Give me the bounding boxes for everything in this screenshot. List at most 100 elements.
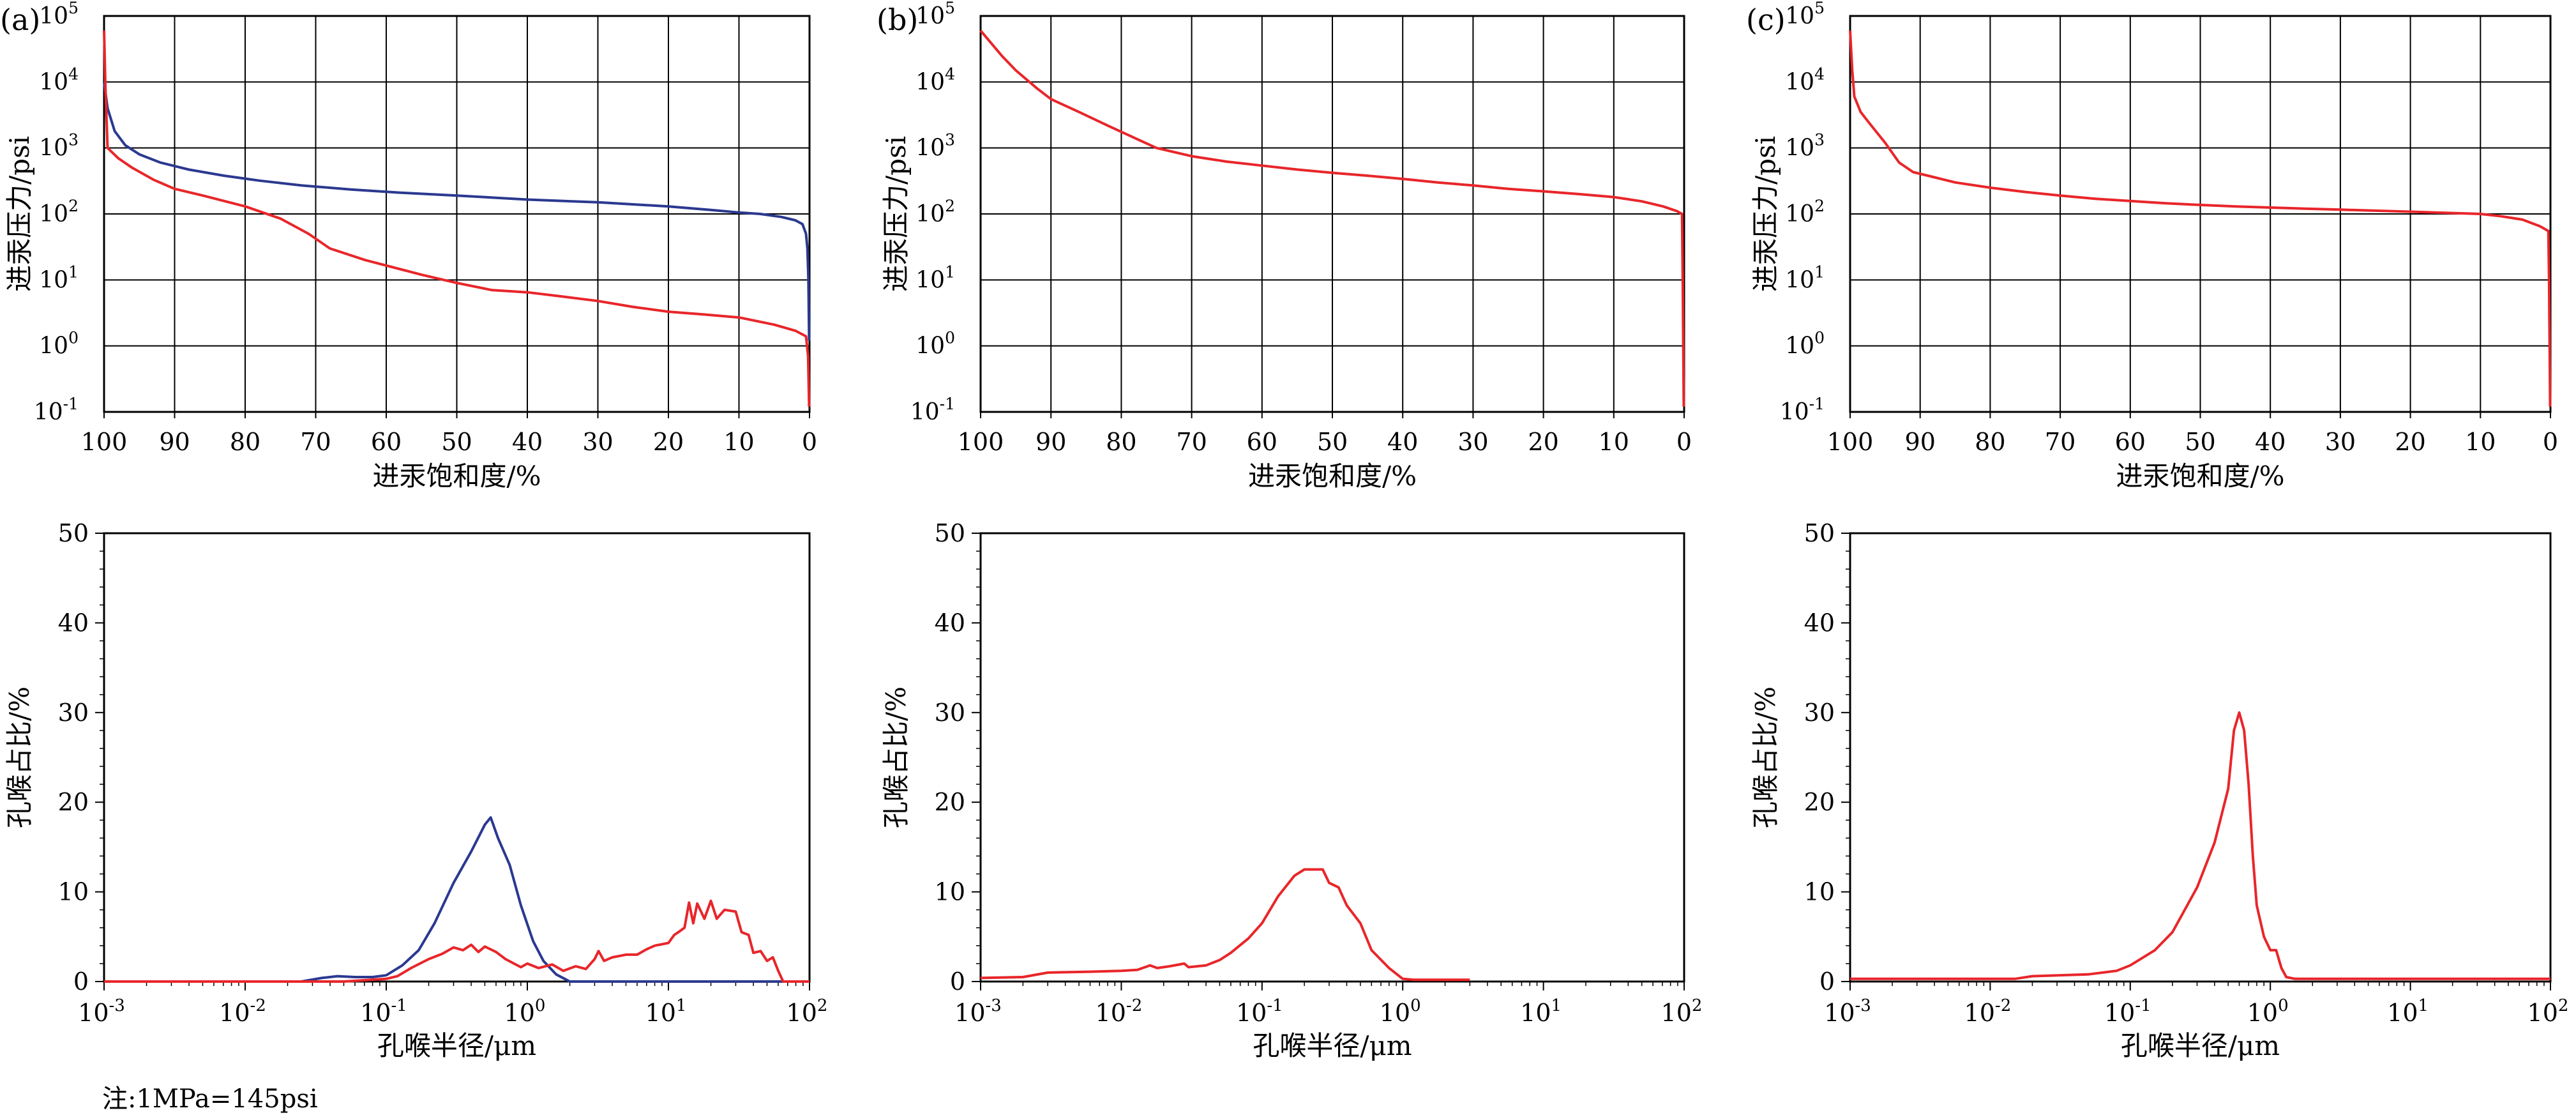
- y-axis-label: 进汞压力/psi: [1750, 136, 1781, 292]
- y-tick-label: 50: [1804, 519, 1835, 547]
- x-axis-label: 孔喉半径/μm: [1253, 1030, 1412, 1061]
- x-tick-label: 100: [504, 996, 546, 1027]
- y-tick-label: 20: [935, 788, 965, 816]
- x-tick-label: 90: [1036, 428, 1066, 456]
- x-tick-label: 0: [802, 428, 817, 456]
- x-tick-label: 0: [2543, 428, 2558, 456]
- x-tick-label: 100: [81, 428, 128, 456]
- x-tick-label: 20: [2395, 428, 2425, 456]
- series-line-0: [1850, 711, 2550, 980]
- y-tick-label: 40: [935, 609, 965, 637]
- chart-panel-0: 100 90 80 70 60 50 40 30 20 10 010-110010110210310…: [0, 0, 817, 492]
- x-tick-label: 40: [2255, 428, 2286, 456]
- chart-panel-2: 100 90 80 70 60 50 40 30 20 10 010-110010110210310…: [1746, 0, 2558, 492]
- x-tick-label: 70: [300, 428, 331, 456]
- series-line-1: [104, 899, 810, 983]
- y-tick-label: 40: [1804, 609, 1835, 637]
- y-tick-label: 102: [1785, 197, 1825, 227]
- y-tick-label: 100: [1785, 329, 1825, 360]
- y-tick-label: 104: [1785, 64, 1825, 95]
- y-tick-label: 20: [1804, 788, 1835, 816]
- x-tick-label: 20: [1528, 428, 1558, 456]
- plot-frame: [103, 532, 811, 983]
- chart-panel-5: 10-3 10-2 10-1 100 101 10201020304050孔喉半径/μm孔…: [1750, 519, 2568, 1061]
- x-tick-label: 40: [512, 428, 543, 456]
- y-tick-label: 10: [935, 878, 965, 906]
- x-tick-label: 60: [2115, 428, 2146, 456]
- x-tick-label: 80: [230, 428, 260, 456]
- x-tick-label: 10: [723, 428, 754, 456]
- y-axis-label: 孔喉占比/%: [4, 686, 35, 828]
- series-line-0: [104, 816, 810, 983]
- x-tick-label: 10-3: [78, 996, 125, 1027]
- y-tick-label: 100: [39, 329, 79, 360]
- x-tick-label: 90: [1905, 428, 1936, 456]
- x-tick-label: 100: [958, 428, 1004, 456]
- x-tick-label: 50: [2185, 428, 2215, 456]
- x-tick-label: 10: [2465, 428, 2496, 456]
- x-tick-label: 100: [1827, 428, 1874, 456]
- x-tick-label: 102: [1661, 996, 1703, 1027]
- y-tick-label: 105: [915, 0, 955, 29]
- x-axis-label: 进汞饱和度/%: [1248, 460, 1417, 492]
- y-tick-label: 40: [58, 609, 89, 637]
- y-axis-label: 进汞压力/psi: [880, 136, 912, 292]
- y-tick-label: 20: [58, 788, 89, 816]
- x-tick-label: 80: [1106, 428, 1136, 456]
- y-tick-label: 103: [39, 131, 79, 162]
- y-tick-label: 30: [58, 699, 89, 727]
- y-axis-label: 孔喉占比/%: [880, 686, 912, 828]
- x-tick-label: 10-2: [219, 996, 266, 1027]
- x-tick-label: 50: [1317, 428, 1348, 456]
- x-tick-label: 60: [1247, 428, 1277, 456]
- x-tick-label: 101: [1520, 996, 1562, 1027]
- x-tick-label: 101: [645, 996, 687, 1027]
- y-tick-label: 102: [915, 197, 955, 227]
- x-tick-label: 10-1: [2104, 996, 2151, 1027]
- y-tick-label: 10: [1804, 878, 1835, 906]
- panel-label: (a): [0, 3, 40, 37]
- x-axis-label: 进汞饱和度/%: [372, 460, 541, 492]
- x-axis-label: 孔喉半径/μm: [2121, 1030, 2280, 1061]
- y-tick-label: 0: [1819, 967, 1835, 996]
- y-tick-label: 105: [39, 0, 79, 29]
- y-tick-label: 101: [915, 262, 955, 293]
- x-tick-label: 10-2: [1964, 996, 2012, 1027]
- x-tick-label: 100: [1380, 996, 1421, 1027]
- x-tick-label: 10-3: [1824, 996, 1871, 1027]
- y-tick-label: 100: [915, 329, 955, 360]
- x-tick-label: 30: [582, 428, 613, 456]
- y-tick-label: 50: [58, 519, 89, 547]
- x-tick-label: 10-2: [1096, 996, 1143, 1027]
- x-tick-label: 10: [1599, 428, 1629, 456]
- x-axis-label: 进汞饱和度/%: [2116, 460, 2284, 492]
- x-tick-label: 30: [1457, 428, 1488, 456]
- x-tick-label: 20: [653, 428, 684, 456]
- y-tick-label: 10-1: [1780, 395, 1825, 425]
- x-tick-label: 101: [2387, 996, 2429, 1027]
- y-tick-label: 102: [39, 197, 79, 227]
- x-tick-label: 80: [1975, 428, 2005, 456]
- panel-label: (c): [1746, 3, 1786, 37]
- y-tick-label: 103: [1785, 131, 1825, 162]
- plot-frame: [1849, 532, 2552, 983]
- x-tick-label: 10-3: [954, 996, 1002, 1027]
- y-tick-label: 101: [39, 262, 79, 293]
- x-tick-label: 50: [441, 428, 472, 456]
- y-tick-label: 103: [915, 131, 955, 162]
- y-axis-label: 孔喉占比/%: [1750, 686, 1781, 828]
- chart-panel-1: 100 90 80 70 60 50 40 30 20 10 010-110010110210310…: [877, 0, 1692, 492]
- x-tick-label: 70: [1176, 428, 1207, 456]
- chart-panel-3: 10-3 10-2 10-1 100 101 10201020304050孔喉半径/μm孔…: [4, 519, 827, 1061]
- y-tick-label: 10: [58, 878, 89, 906]
- x-tick-label: 30: [2325, 428, 2356, 456]
- y-tick-label: 50: [935, 519, 965, 547]
- x-tick-label: 10-1: [1236, 996, 1283, 1027]
- x-tick-label: 40: [1387, 428, 1418, 456]
- y-tick-label: 104: [39, 64, 79, 95]
- x-axis-label: 孔喉半径/μm: [377, 1030, 536, 1061]
- series-line-0: [1849, 30, 2552, 407]
- y-tick-label: 0: [950, 967, 965, 996]
- series-line-0: [103, 82, 811, 341]
